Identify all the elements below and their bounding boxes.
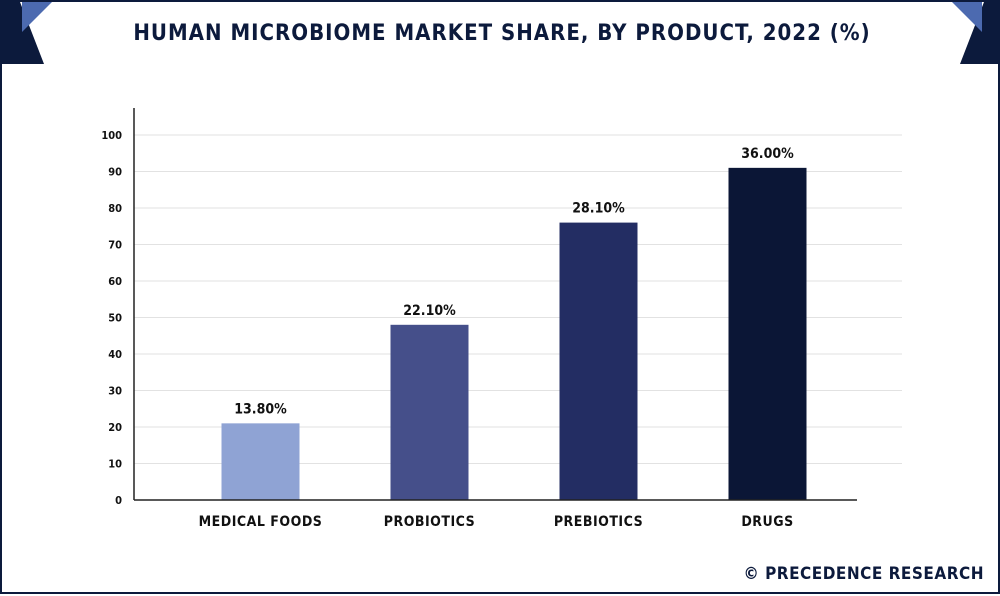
banner-right-accent: [952, 2, 982, 32]
y-tick-label: 100: [101, 129, 122, 142]
x-axis-categories: MEDICAL FOODS PROBIOTICS PREBIOTICS DRUGS: [199, 514, 794, 530]
banner-left-accent: [22, 2, 52, 32]
data-labels: 13.80% 22.10% 28.10% 36.00%: [234, 146, 794, 418]
brand-watermark: © PRECEDENCE RESEARCH: [743, 564, 984, 584]
y-tick-label: 80: [108, 202, 122, 215]
y-tick-label: 0: [115, 494, 122, 507]
y-axis-ticks: 0 10 20 30 40 50 60 70 80 90 100: [101, 129, 122, 507]
data-label: 36.00%: [741, 146, 794, 162]
data-label: 28.10%: [572, 201, 625, 217]
bar-prebiotics: [559, 222, 638, 500]
chart-title: HUMAN MICROBIOME MARKET SHARE, BY PRODUC…: [133, 21, 871, 46]
y-tick-label: 60: [108, 275, 122, 288]
bar-probiotics: [390, 324, 469, 500]
title-banner-shape: [2, 2, 984, 64]
category-label: MEDICAL FOODS: [199, 514, 323, 530]
data-label: 13.80%: [234, 401, 287, 417]
y-tick-label: 70: [108, 239, 122, 252]
bar-drugs: [728, 167, 807, 500]
y-tick-label: 40: [108, 348, 122, 361]
y-tick-label: 50: [108, 312, 122, 325]
y-tick-label: 90: [108, 166, 122, 179]
data-label: 22.10%: [403, 303, 456, 319]
title-banner: HUMAN MICROBIOME MARKET SHARE, BY PRODUC…: [2, 2, 1000, 64]
category-label: PROBIOTICS: [384, 514, 475, 530]
y-tick-label: 20: [108, 421, 122, 434]
category-label: PREBIOTICS: [554, 514, 643, 530]
bar-medical-foods: [221, 423, 300, 500]
y-tick-label: 10: [108, 458, 122, 471]
title-banner-ribbon: [20, 2, 984, 64]
category-label: DRUGS: [741, 514, 793, 530]
y-tick-label: 30: [108, 385, 122, 398]
bars: [221, 167, 807, 500]
